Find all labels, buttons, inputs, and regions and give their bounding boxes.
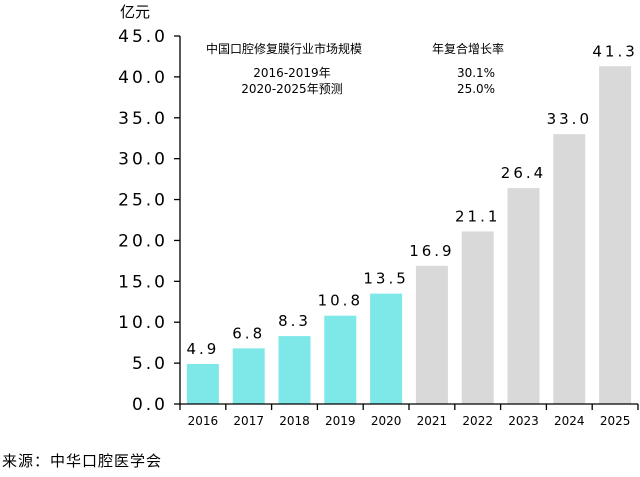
bar-2017 bbox=[232, 348, 265, 404]
annotation-rate-header: 年复合增长率 bbox=[432, 41, 504, 56]
y-tick-label: 25.0 bbox=[118, 191, 168, 211]
x-tick-label-2020: 2020 bbox=[371, 414, 402, 428]
bar-2019 bbox=[324, 315, 357, 404]
bar-2018 bbox=[278, 336, 311, 404]
y-unit-label: 亿元 bbox=[120, 3, 150, 21]
annotation-period-2: 2020-2025年预测 bbox=[241, 82, 342, 96]
y-tick-label: 15.0 bbox=[118, 272, 168, 292]
data-label-2023: 26.4 bbox=[501, 164, 546, 182]
annotation-rate-1: 30.1% bbox=[457, 66, 495, 80]
x-tick-label-2018: 2018 bbox=[279, 414, 310, 428]
y-tick-label: 30.0 bbox=[118, 150, 168, 170]
bars: 4.9 6.8 8.3 10.813.516.921.1 26.4 33.0 41.3 bbox=[186, 42, 637, 404]
bar-2023 bbox=[507, 188, 540, 404]
bar-2020 bbox=[370, 293, 403, 404]
annotation-period-1: 2016-2019年 bbox=[253, 66, 330, 80]
y-tick-label: 40.0 bbox=[118, 68, 168, 88]
annotation-title: 中国口腔修复膜行业市场规模 bbox=[206, 41, 362, 56]
bar-2025 bbox=[599, 66, 632, 404]
source-note: 来源：中华口腔医学会 bbox=[2, 452, 163, 470]
y-tick-label: 0.0 bbox=[132, 395, 168, 415]
x-tick-label-2019: 2019 bbox=[325, 414, 356, 428]
x-axis: 2016 2017 2018 2019 2020 2021 2022 2023 2024 2025 bbox=[179, 403, 639, 428]
data-label-2018: 8.3 bbox=[278, 312, 311, 330]
bar-2021 bbox=[415, 265, 448, 404]
data-label-2016: 4.9 bbox=[186, 340, 219, 358]
y-tick-label: 10.0 bbox=[118, 313, 168, 333]
data-label-2025: 41.3 bbox=[592, 42, 637, 60]
data-label-2019: 10.8 bbox=[318, 292, 363, 310]
x-tick-label-2021: 2021 bbox=[417, 414, 448, 428]
x-tick-label-2017: 2017 bbox=[233, 414, 264, 428]
data-label-2017: 6.8 bbox=[232, 324, 265, 342]
bar-2016 bbox=[186, 363, 219, 404]
x-tick-label-2016: 2016 bbox=[188, 414, 219, 428]
x-tick-label-2024: 2024 bbox=[554, 414, 585, 428]
y-tick-label: 45.0 bbox=[118, 27, 168, 47]
x-tick-label-2022: 2022 bbox=[462, 414, 493, 428]
annotation-rate-2: 25.0% bbox=[457, 82, 495, 96]
x-tick-label-2025: 2025 bbox=[600, 414, 631, 428]
bar-chart: 0.0 5.0 10.0 15.0 20.0 25.0 30.0 35.0 40.0 45.0 4… bbox=[118, 3, 639, 428]
growth-annotation: 中国口腔修复膜行业市场规模 年复合增长率 2016-2019年 30.1% 20… bbox=[206, 41, 504, 96]
bar-2024 bbox=[553, 134, 586, 404]
data-label-2020: 13.5 bbox=[363, 270, 408, 288]
y-tick-label: 35.0 bbox=[118, 109, 168, 129]
y-tick-label: 20.0 bbox=[118, 231, 168, 251]
y-tick-label: 5.0 bbox=[132, 354, 168, 374]
data-label-2021: 16.9 bbox=[409, 242, 454, 260]
data-label-2024: 33.0 bbox=[547, 110, 592, 128]
bar-2022 bbox=[461, 231, 494, 404]
y-axis: 0.0 5.0 10.0 15.0 20.0 25.0 30.0 35.0 40.0 45.0 bbox=[118, 27, 181, 415]
x-tick-label-2023: 2023 bbox=[508, 414, 539, 428]
data-label-2022: 21.1 bbox=[455, 207, 500, 225]
